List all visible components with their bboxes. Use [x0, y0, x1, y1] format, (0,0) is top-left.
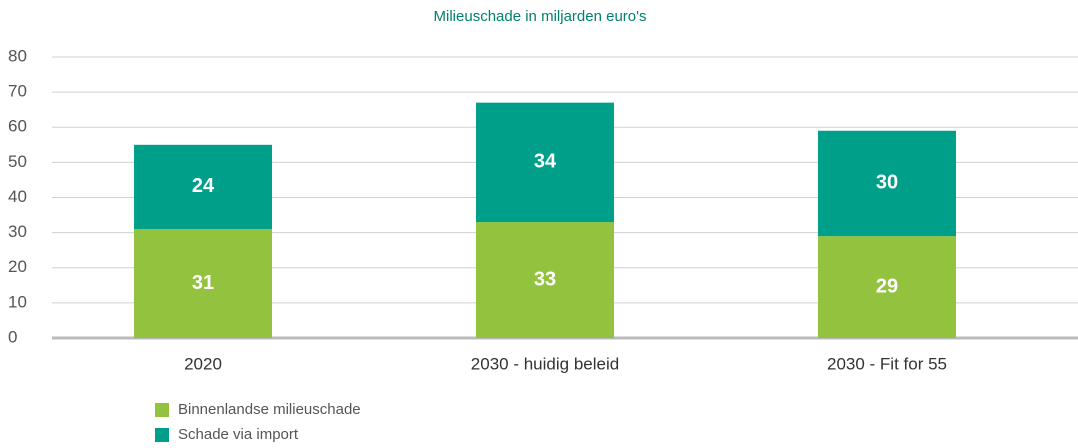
legend-swatch — [155, 403, 169, 417]
x-tick-label: 2020 — [184, 354, 222, 373]
y-tick-label: 80 — [8, 46, 27, 65]
chart-title: Milieuschade in miljarden euro's — [434, 8, 647, 25]
value-label: 30 — [876, 172, 898, 194]
x-tick-label: 2030 - huidig beleid — [471, 354, 619, 373]
legend-swatch — [155, 428, 169, 442]
bar-segment — [134, 229, 272, 338]
y-tick-label: 30 — [8, 222, 27, 241]
y-tick-label: 50 — [8, 152, 27, 171]
legend-label: Schade via import — [178, 426, 299, 443]
y-tick-label: 40 — [8, 187, 27, 206]
value-label: 29 — [876, 275, 898, 297]
bar-segment — [476, 102, 614, 223]
bar-segment — [476, 222, 614, 338]
legend-label: Binnenlandse milieuschade — [178, 401, 361, 418]
y-tick-label: 60 — [8, 117, 27, 136]
y-tick-label: 70 — [8, 82, 27, 101]
x-tick-label: 2030 - Fit for 55 — [827, 354, 947, 373]
value-label: 31 — [192, 272, 214, 294]
value-label: 33 — [534, 268, 556, 290]
bar-segment — [818, 130, 956, 237]
bar-segment — [134, 144, 272, 230]
y-tick-label: 10 — [8, 292, 27, 311]
value-label: 24 — [192, 175, 215, 197]
y-tick-label: 0 — [8, 327, 17, 346]
y-tick-label: 20 — [8, 257, 27, 276]
bar-segment — [818, 236, 956, 338]
value-label: 34 — [534, 151, 557, 173]
